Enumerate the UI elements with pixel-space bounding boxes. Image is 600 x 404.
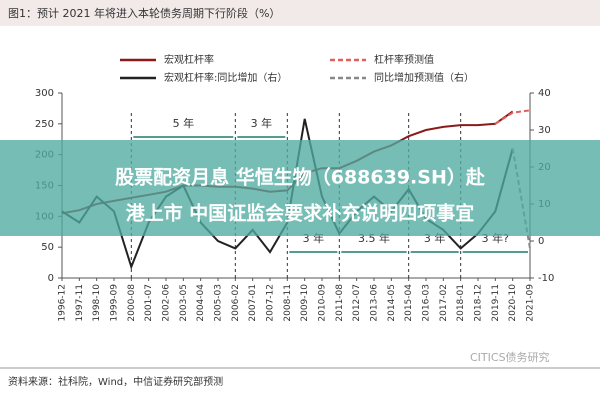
x-tick-label: 2010-09: [318, 284, 328, 322]
annotation: 3 年: [251, 116, 273, 130]
legend-label: 宏观杠杆率: [164, 53, 214, 66]
overlay-band: [0, 140, 600, 236]
chart-title: 图1：预计 2021 年将进入本轮债务周期下行阶段（%）: [8, 6, 280, 20]
x-tick-label: 1997-11: [75, 284, 85, 322]
x-tick-label: 2011-08: [335, 284, 345, 322]
x-tick-label: 1998-10: [92, 284, 102, 322]
x-tick-label: 2015-04: [404, 284, 414, 322]
y2-tick-label: -10: [538, 273, 554, 284]
x-tick-label: 2017-02: [439, 284, 449, 322]
y-tick-label: 300: [35, 88, 54, 99]
overlay-text: 股票配资月息 华恒生物（688639.SH）赴: [115, 166, 486, 189]
source: 资料来源：社科院，Wind，中信证券研究部预测: [8, 375, 223, 388]
x-tick-label: 1996-12: [58, 284, 68, 322]
legend-label: 同比增加预测值（右）: [374, 71, 474, 84]
x-tick-label: 2020-10: [508, 284, 518, 322]
x-tick-label: 2000-08: [127, 284, 137, 322]
x-tick-label: 2008-11: [283, 284, 293, 322]
y2-tick-label: 40: [538, 88, 551, 99]
x-tick-label: 2016-03: [422, 284, 432, 322]
watermark: CITICS债务研究: [470, 350, 550, 364]
x-tick-label: 2007-01: [248, 284, 258, 322]
x-tick-label: 2014-05: [387, 284, 397, 322]
y-tick-label: 0: [48, 273, 54, 284]
x-tick-label: 1999-09: [110, 284, 120, 322]
x-tick-label: 2001-07: [144, 284, 154, 322]
y2-tick-label: 30: [538, 125, 551, 136]
x-tick-label: 2012-07: [352, 284, 362, 322]
y-tick-label: 50: [41, 242, 54, 253]
x-tick-label: 2013-06: [370, 284, 380, 322]
y-tick-label: 250: [35, 119, 54, 130]
legend-label: 宏观杠杆率:同比增加（右）: [164, 71, 287, 84]
x-tick-label: 2004-04: [196, 284, 206, 322]
legend-label: 杠杆率预测值: [374, 53, 434, 66]
x-tick-label: 2003-05: [179, 284, 189, 322]
x-tick-label: 2019-11: [491, 284, 501, 322]
annotation: 5 年: [173, 116, 195, 130]
x-tick-label: 2006-02: [231, 284, 241, 322]
y2-tick-label: 0: [538, 236, 544, 247]
x-tick-label: 2005-03: [214, 284, 224, 322]
x-tick-label: 2007-12: [266, 284, 276, 322]
overlay-text: 港上市 中国证监会要求补充说明四项事宜: [126, 202, 475, 225]
series-line: [494, 109, 531, 125]
x-tick-label: 2018-12: [474, 284, 484, 322]
x-tick-label: 2002-06: [162, 284, 172, 322]
x-tick-label: 2018-01: [456, 284, 466, 322]
x-tick-label: 2021-09: [526, 284, 536, 322]
x-tick-label: 2009-10: [300, 284, 310, 322]
title-band: [0, 0, 600, 26]
